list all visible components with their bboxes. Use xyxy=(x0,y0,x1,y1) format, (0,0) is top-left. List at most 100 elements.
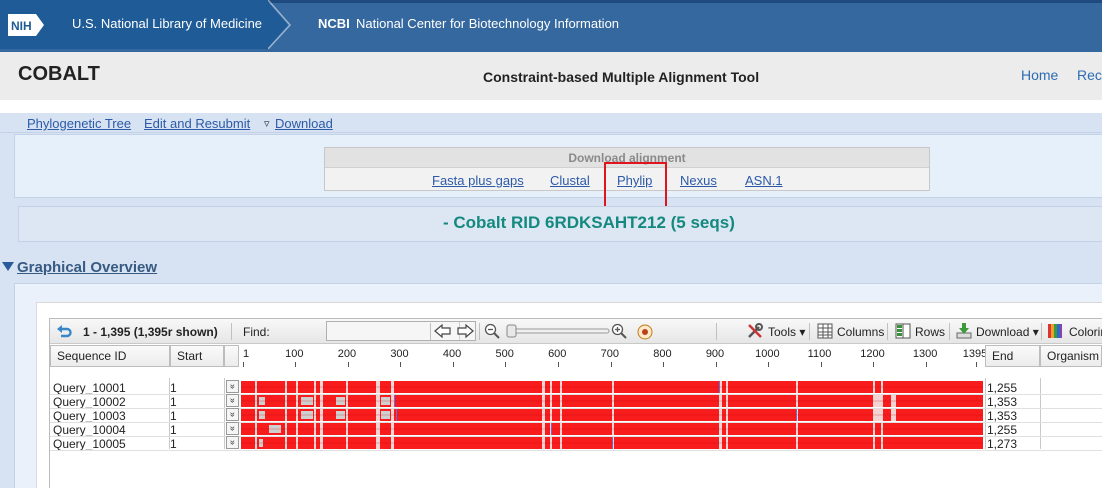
table-row[interactable]: Query_10004 1 1,255 xyxy=(50,423,1102,437)
edit-resubmit-link[interactable]: Edit and Resubmit xyxy=(144,116,251,131)
start-cell: 1 xyxy=(170,437,177,451)
row-expand-icon[interactable]: » xyxy=(226,436,239,449)
format-phylip-link[interactable]: Phylip xyxy=(617,173,653,188)
coloring-icon[interactable] xyxy=(1047,323,1063,339)
row-expand-icon[interactable]: » xyxy=(226,422,239,435)
ncbi-logo[interactable]: NCBI xyxy=(318,16,350,31)
viewer-toolbar: 1 - 1,395 (1,395r shown) Find: ▼ xyxy=(50,319,1102,344)
phylogenetic-tree-link[interactable]: Phylogenetic Tree xyxy=(27,116,132,131)
sequence-id-cell[interactable]: Query_10002 xyxy=(53,395,126,409)
ruler-tick xyxy=(873,362,875,367)
phylip-highlight xyxy=(604,162,667,208)
download-menu[interactable]: Download ▾ xyxy=(976,325,1039,339)
row-divider xyxy=(50,436,1102,437)
ruler-tick-label: 800 xyxy=(653,348,672,360)
ruler-tick xyxy=(926,362,928,367)
column-header-organism[interactable]: Organism xyxy=(1040,345,1102,367)
end-cell: 1,255 xyxy=(987,423,1018,437)
toolbar-separator xyxy=(1041,323,1042,340)
ruler-tick-label: 400 xyxy=(442,348,462,360)
row-expand-icon[interactable]: » xyxy=(226,408,239,421)
format-nexus-link[interactable]: Nexus xyxy=(680,173,717,188)
svg-text:NIH: NIH xyxy=(11,19,32,33)
coloring-menu[interactable]: Colorin xyxy=(1069,325,1102,339)
find-input[interactable]: ▼ xyxy=(326,321,476,341)
graphical-overview-toggle[interactable]: Graphical Overview xyxy=(17,259,158,276)
zoom-slider[interactable] xyxy=(505,324,611,338)
app-description: Constraint-based Multiple Alignment Tool xyxy=(483,69,760,85)
table-row[interactable]: Query_10005 1 1,273 xyxy=(50,437,1102,451)
zoom-to-sequence-icon[interactable] xyxy=(636,323,654,340)
ruler-tick xyxy=(768,362,770,367)
sequence-id-cell[interactable]: Query_10005 xyxy=(53,437,126,451)
mismatch-mark xyxy=(719,381,720,393)
download-link[interactable]: Download xyxy=(275,116,333,131)
row-expand-icon[interactable]: » xyxy=(226,394,239,407)
columns-icon[interactable] xyxy=(817,323,833,339)
sequence-id-cell[interactable]: Query_10003 xyxy=(53,409,126,423)
nih-logo-icon[interactable]: NIH xyxy=(7,13,45,37)
ruler-tick-label: 700 xyxy=(600,348,619,360)
nlm-link[interactable]: U.S. National Library of Medicine xyxy=(72,16,263,31)
nlm-banner[interactable] xyxy=(0,0,268,49)
scroll-left-icon[interactable] xyxy=(434,322,452,340)
end-cell: 1,273 xyxy=(987,437,1018,451)
column-header-end[interactable]: End xyxy=(985,345,1040,367)
toolbar-separator xyxy=(809,323,810,340)
download-toggle-icon[interactable]: ▿ xyxy=(264,118,270,130)
alignment-graphic[interactable] xyxy=(241,379,985,449)
column-header-sequence-id[interactable]: Sequence ID xyxy=(50,345,170,367)
table-row[interactable]: Query_10002 1 1,353 xyxy=(50,395,1102,409)
toolbar-separator xyxy=(887,323,888,340)
start-cell: 1 xyxy=(170,395,177,409)
ruler-tick xyxy=(715,362,717,367)
ruler-tick-label: 200 xyxy=(337,348,357,360)
toolbar-separator xyxy=(949,323,950,340)
grid-line xyxy=(1040,378,1041,449)
ruler-tick-label: 600 xyxy=(548,348,567,360)
sequence-id-cell[interactable]: Query_10001 xyxy=(53,381,126,395)
rows-icon[interactable] xyxy=(895,323,911,339)
zoom-out-icon[interactable] xyxy=(484,323,500,339)
ruler-tick-label: 1395 xyxy=(962,348,988,360)
row-divider xyxy=(50,422,1102,423)
format-asn1-link[interactable]: ASN.1 xyxy=(745,173,783,188)
toolbar-separator xyxy=(479,323,480,340)
result-links-row: Phylogenetic Tree Edit and Resubmit ▿ Do… xyxy=(0,113,1102,133)
scroll-right-icon[interactable] xyxy=(456,322,474,340)
columns-button[interactable]: Columns xyxy=(837,325,885,339)
range-label: 1 - 1,395 (1,395r shown) xyxy=(83,325,218,339)
mismatch-mark xyxy=(396,409,397,421)
app-name: COBALT xyxy=(18,63,100,85)
nav-recent-link[interactable]: Rec xyxy=(1077,67,1102,83)
tools-menu[interactable]: Tools ▾ xyxy=(768,325,806,339)
ruler-tick xyxy=(295,362,297,367)
row-expand-icon[interactable]: » xyxy=(226,380,239,393)
start-cell: 1 xyxy=(170,423,177,437)
format-fasta-link[interactable]: Fasta plus gaps xyxy=(432,173,524,188)
table-row[interactable]: Query_10003 1 1,353 xyxy=(50,409,1102,423)
rows-button[interactable]: Rows xyxy=(915,325,946,339)
collapse-triangle-icon[interactable] xyxy=(2,262,14,271)
format-clustal-link[interactable]: Clustal xyxy=(550,173,590,188)
tools-icon[interactable] xyxy=(746,322,764,340)
download-icon[interactable] xyxy=(956,322,972,339)
column-header-start[interactable]: Start xyxy=(170,345,224,367)
row-divider xyxy=(50,394,1102,395)
undo-icon[interactable] xyxy=(56,323,72,339)
ruler-tick xyxy=(976,362,977,367)
ruler-tick-label: 1 xyxy=(243,348,250,360)
ruler-tick-label: 900 xyxy=(705,348,725,360)
start-cell: 1 xyxy=(170,409,177,423)
grid-line xyxy=(224,378,225,449)
table-row[interactable]: Query_10001 1 1,255 xyxy=(50,381,1102,395)
row-divider xyxy=(50,450,1102,451)
zoom-in-icon[interactable] xyxy=(611,323,627,339)
nav-home-link[interactable]: Home xyxy=(1021,67,1059,83)
sequence-id-cell[interactable]: Query_10004 xyxy=(53,423,126,437)
end-cell: 1,353 xyxy=(987,409,1018,423)
mismatch-mark xyxy=(612,437,613,449)
ncbi-full-name[interactable]: National Center for Biotechnology Inform… xyxy=(356,16,620,31)
toolbar-separator xyxy=(231,323,232,340)
